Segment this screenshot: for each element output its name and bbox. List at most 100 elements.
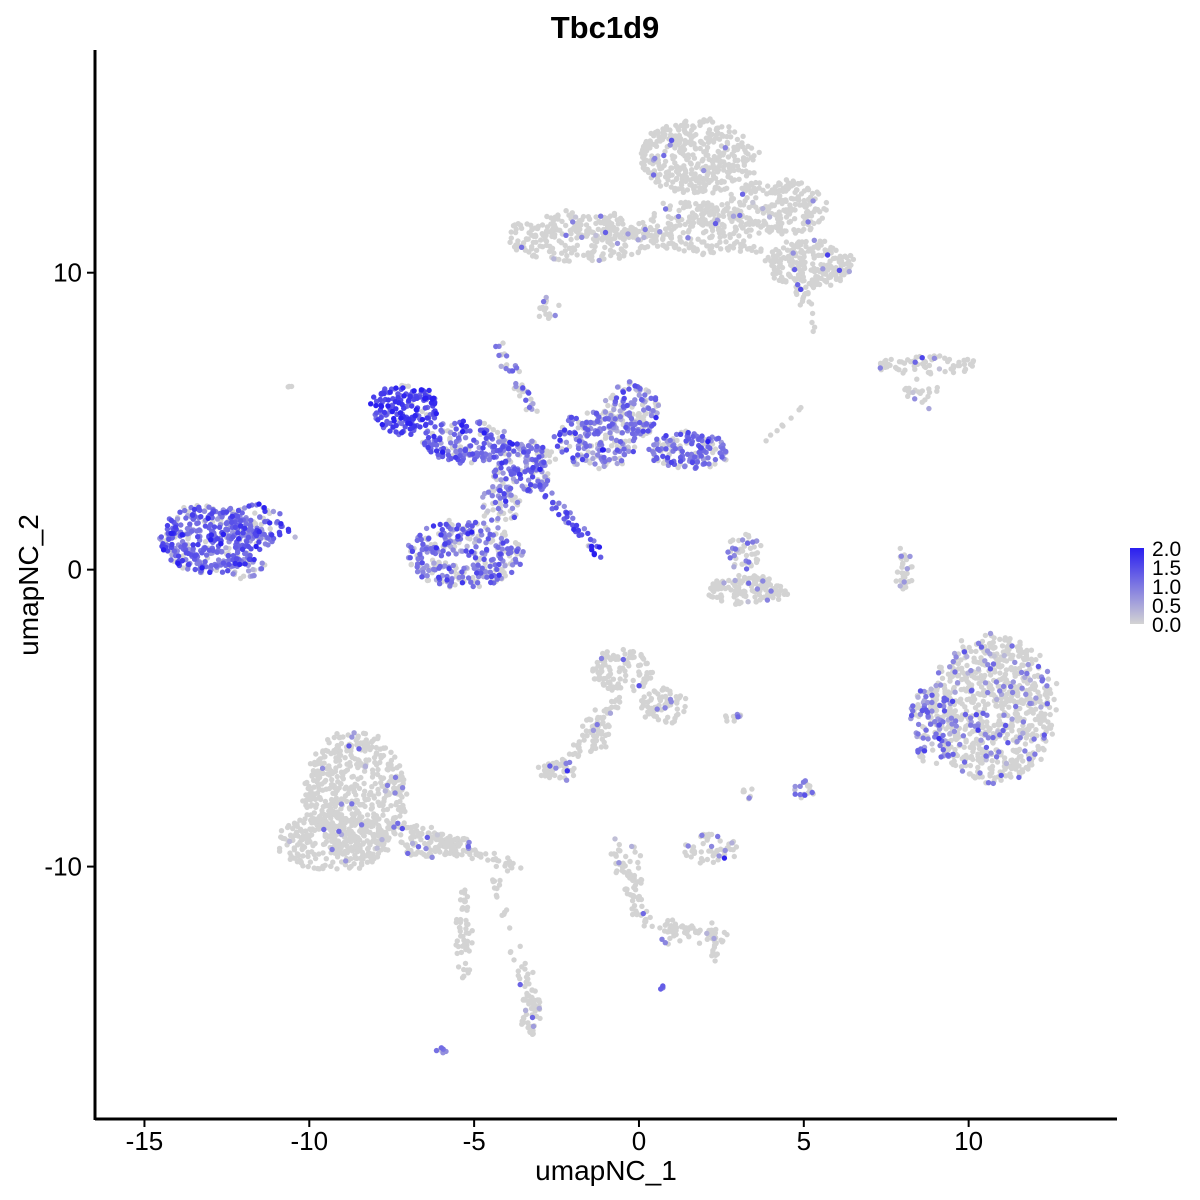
- data-point: [617, 676, 623, 682]
- data-point: [906, 578, 912, 585]
- data-point: [614, 240, 621, 247]
- data-point: [657, 925, 663, 931]
- data-point: [454, 841, 461, 847]
- data-point: [455, 943, 462, 950]
- data-point: [464, 945, 470, 952]
- data-point: [809, 267, 815, 273]
- data-point: [640, 414, 647, 420]
- data-point: [1039, 712, 1045, 718]
- data-point: [503, 516, 509, 523]
- data-points: [157, 116, 1060, 1056]
- data-point: [483, 851, 489, 857]
- data-point: [513, 242, 519, 248]
- data-point: [577, 226, 583, 232]
- data-point: [967, 754, 973, 761]
- data-point: [525, 477, 532, 483]
- data-point: [629, 843, 635, 850]
- data-point: [799, 239, 805, 245]
- data-point: [714, 125, 720, 131]
- data-point: [703, 152, 709, 158]
- data-point: [704, 144, 711, 151]
- data-point: [978, 737, 984, 743]
- data-point: [782, 588, 788, 594]
- data-point: [811, 324, 818, 330]
- data-point: [731, 148, 737, 154]
- data-point: [777, 193, 783, 199]
- data-point: [517, 943, 523, 949]
- data-point: [982, 632, 989, 639]
- data-point: [355, 776, 361, 782]
- data-point: [352, 852, 358, 858]
- data-point: [546, 459, 553, 465]
- data-point: [715, 227, 722, 233]
- data-point: [756, 230, 762, 236]
- data-point: [621, 863, 627, 869]
- data-point: [650, 240, 657, 246]
- data-point: [706, 848, 712, 854]
- data-point: [608, 698, 615, 705]
- data-point: [696, 940, 703, 946]
- data-point: [676, 246, 682, 252]
- data-point: [963, 723, 969, 730]
- data-point: [607, 430, 613, 436]
- data-point: [736, 600, 743, 607]
- data-point: [677, 166, 683, 173]
- data-point: [688, 854, 694, 860]
- data-point: [749, 551, 755, 557]
- data-point: [806, 280, 812, 287]
- data-point: [740, 133, 746, 139]
- data-point: [730, 213, 737, 219]
- data-point: [790, 259, 797, 265]
- data-point: [897, 583, 903, 589]
- data-point: [330, 832, 337, 838]
- data-point: [643, 660, 649, 667]
- data-point: [503, 502, 509, 509]
- data-point: [672, 921, 679, 927]
- data-point: [446, 517, 452, 524]
- data-point: [605, 239, 611, 245]
- data-point: [837, 277, 843, 284]
- data-point: [701, 200, 707, 206]
- data-point: [305, 863, 311, 870]
- data-point: [842, 253, 848, 259]
- data-point: [704, 837, 710, 843]
- data-point: [955, 661, 961, 667]
- data-point: [730, 162, 736, 168]
- data-point: [361, 780, 367, 787]
- data-point: [497, 877, 503, 884]
- data-point: [739, 561, 745, 567]
- data-point: [454, 938, 460, 944]
- data-point: [721, 167, 727, 173]
- data-point: [574, 742, 580, 749]
- data-point: [330, 822, 337, 828]
- data-point: [536, 1005, 542, 1012]
- data-point: [639, 903, 645, 909]
- data-point: [669, 720, 675, 726]
- data-point: [894, 569, 901, 575]
- data-point: [982, 731, 988, 737]
- data-point: [379, 836, 385, 843]
- data-point: [711, 935, 717, 942]
- data-point: [641, 234, 647, 241]
- data-point: [846, 258, 852, 265]
- data-point: [660, 235, 666, 241]
- data-point: [543, 228, 550, 234]
- data-point: [307, 761, 314, 767]
- data-point: [536, 313, 543, 319]
- data-point: [901, 579, 907, 585]
- data-point: [912, 366, 918, 372]
- data-point: [803, 284, 809, 290]
- data-point: [422, 840, 428, 847]
- data-point: [674, 175, 680, 182]
- data-point: [731, 594, 737, 600]
- data-point: [997, 670, 1003, 676]
- data-point: [478, 854, 484, 860]
- data-point: [348, 844, 355, 851]
- data-point: [513, 478, 520, 485]
- data-point: [526, 999, 532, 1005]
- data-point: [608, 443, 615, 449]
- data-point: [360, 832, 367, 839]
- data-point: [622, 668, 628, 674]
- data-point: [309, 773, 315, 779]
- data-point: [374, 845, 380, 851]
